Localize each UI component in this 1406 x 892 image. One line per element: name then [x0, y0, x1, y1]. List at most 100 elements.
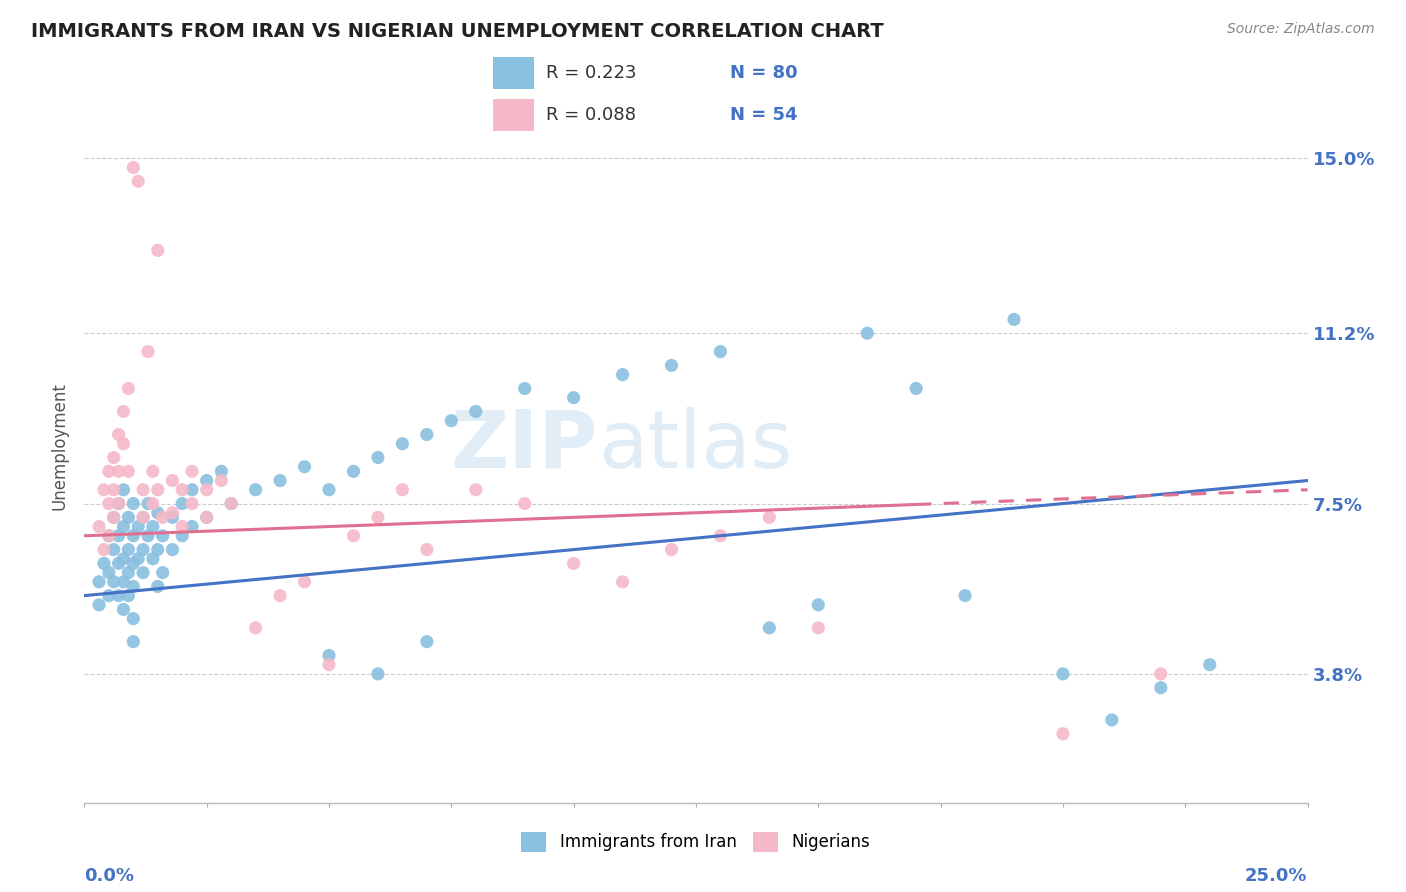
Point: [953, 589, 976, 603]
Point: [103, 542, 125, 557]
Point: [152, 566, 174, 580]
Point: [905, 381, 928, 395]
Point: [807, 598, 830, 612]
Point: [181, 464, 204, 478]
Point: [269, 589, 291, 603]
Point: [318, 657, 340, 672]
Point: [1052, 666, 1074, 681]
Point: [1198, 657, 1220, 672]
Point: [709, 344, 731, 359]
Point: [612, 574, 634, 589]
Point: [464, 404, 486, 418]
FancyBboxPatch shape: [494, 57, 534, 89]
Point: [416, 634, 439, 648]
Point: [162, 506, 184, 520]
Point: [181, 497, 204, 511]
Point: [87, 598, 110, 612]
Text: N = 80: N = 80: [730, 64, 797, 82]
Point: [181, 483, 204, 497]
Legend: Immigrants from Iran, Nigerians: Immigrants from Iran, Nigerians: [515, 825, 877, 859]
Point: [122, 612, 145, 626]
Point: [103, 510, 125, 524]
Point: [112, 574, 135, 589]
Point: [195, 510, 218, 524]
Point: [142, 519, 165, 533]
Point: [87, 519, 110, 533]
Point: [146, 244, 169, 258]
Point: [294, 574, 316, 589]
Point: [146, 506, 169, 520]
Point: [107, 529, 129, 543]
Point: [112, 404, 135, 418]
Point: [132, 483, 155, 497]
Point: [391, 436, 413, 450]
Point: [1101, 713, 1123, 727]
Point: [367, 666, 389, 681]
Text: 0.0%: 0.0%: [84, 867, 135, 885]
Point: [269, 474, 291, 488]
Text: ZIP: ZIP: [451, 407, 598, 485]
Text: R = 0.088: R = 0.088: [546, 106, 637, 124]
Point: [87, 574, 110, 589]
Point: [1150, 666, 1173, 681]
Point: [122, 529, 145, 543]
Point: [318, 483, 340, 497]
Point: [122, 161, 145, 175]
Point: [416, 542, 439, 557]
Point: [195, 510, 218, 524]
Point: [162, 474, 184, 488]
Point: [136, 529, 159, 543]
Point: [807, 621, 830, 635]
Point: [172, 483, 194, 497]
Point: [97, 589, 120, 603]
Point: [127, 174, 149, 188]
Point: [103, 510, 125, 524]
Point: [136, 497, 159, 511]
Point: [112, 602, 135, 616]
Point: [209, 464, 232, 478]
Point: [132, 510, 155, 524]
Point: [146, 579, 169, 593]
Text: N = 54: N = 54: [730, 106, 797, 124]
Point: [117, 381, 139, 395]
Point: [162, 542, 184, 557]
Point: [122, 634, 145, 648]
Point: [122, 497, 145, 511]
Point: [136, 344, 159, 359]
Point: [107, 427, 129, 442]
Point: [97, 529, 120, 543]
Point: [562, 557, 585, 571]
Point: [342, 464, 364, 478]
Point: [367, 510, 389, 524]
Point: [219, 497, 242, 511]
Point: [103, 450, 125, 465]
Point: [152, 510, 174, 524]
Point: [219, 497, 242, 511]
Point: [93, 483, 115, 497]
Point: [146, 542, 169, 557]
Point: [132, 510, 155, 524]
Point: [391, 483, 413, 497]
Point: [107, 589, 129, 603]
Text: R = 0.223: R = 0.223: [546, 64, 637, 82]
Point: [342, 529, 364, 543]
Point: [513, 497, 536, 511]
Point: [661, 542, 683, 557]
Text: Source: ZipAtlas.com: Source: ZipAtlas.com: [1227, 22, 1375, 37]
Y-axis label: Unemployment: Unemployment: [51, 382, 69, 510]
Text: 25.0%: 25.0%: [1246, 867, 1308, 885]
Point: [181, 519, 204, 533]
Point: [709, 529, 731, 543]
Point: [464, 483, 486, 497]
Point: [440, 414, 463, 428]
Point: [513, 381, 536, 395]
Point: [107, 497, 129, 511]
Point: [117, 566, 139, 580]
Point: [162, 510, 184, 524]
Point: [107, 464, 129, 478]
Point: [97, 529, 120, 543]
Point: [122, 557, 145, 571]
Point: [107, 557, 129, 571]
Point: [294, 459, 316, 474]
Point: [112, 483, 135, 497]
